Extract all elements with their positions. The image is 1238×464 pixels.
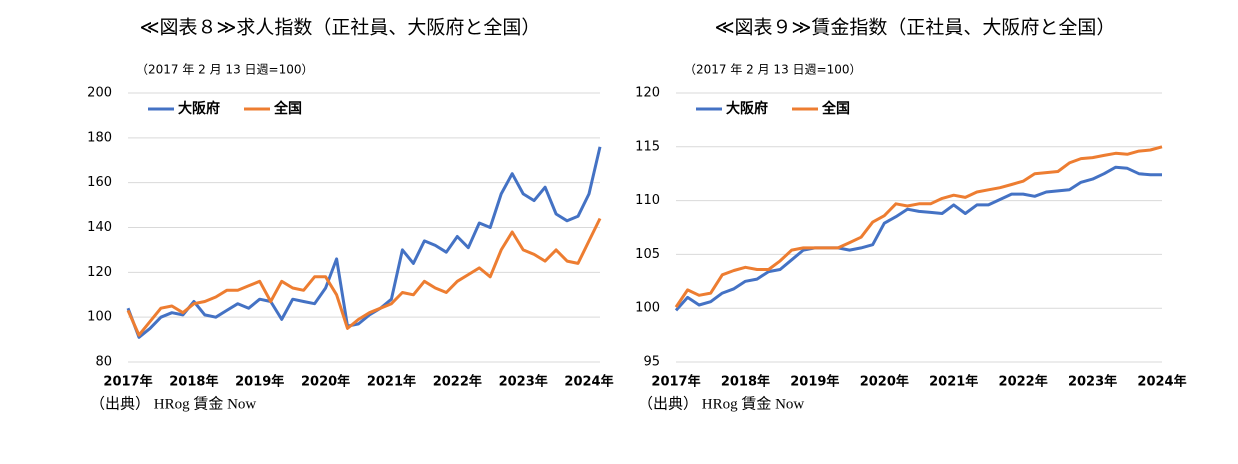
- y-tick-label: 95: [643, 355, 660, 370]
- x-tick-label: 2023年: [1068, 374, 1117, 390]
- data-line: [674, 145, 1163, 308]
- x-tick-label: 2022年: [433, 374, 482, 390]
- y-tick-label: 120: [635, 86, 660, 101]
- x-tick-label: 2018年: [721, 374, 770, 390]
- x-tick-label: 2020年: [860, 374, 909, 390]
- chart-title: ≪図表９≫賃金指数（正社員、大阪府と全国）: [715, 17, 1116, 39]
- source: （出典） HRog 賃金 Now: [90, 395, 256, 412]
- x-tick-label: 2024年: [1137, 374, 1186, 390]
- y-tick-label: 110: [635, 193, 660, 208]
- x-tick-label: 2024年: [564, 374, 613, 390]
- legend-label: 全国: [821, 100, 850, 117]
- y-tick-label: 115: [635, 139, 660, 154]
- data-line: [126, 217, 602, 337]
- chart-subtitle: （2017 年 2 月 13 日週=100）: [684, 63, 861, 77]
- y-tick-label: 105: [635, 247, 660, 262]
- chart-subtitle: （2017 年 2 月 13 日週=100）: [136, 63, 313, 77]
- x-tick-label: 2019年: [790, 374, 839, 390]
- y-tick-label: 140: [87, 220, 112, 235]
- x-tick-label: 2017年: [651, 374, 700, 390]
- x-tick-label: 2017年: [103, 374, 152, 390]
- x-tick-label: 2018年: [169, 374, 218, 390]
- data-line: [126, 146, 602, 339]
- x-tick-label: 2023年: [499, 374, 548, 390]
- x-tick-label: 2021年: [929, 374, 978, 390]
- y-tick-label: 120: [87, 265, 112, 280]
- legend-label: 全国: [273, 100, 302, 117]
- x-tick-label: 2022年: [999, 374, 1048, 390]
- chart-title: ≪図表８≫求人指数（正社員、大阪府と全国）: [140, 17, 541, 39]
- x-tick-label: 2021年: [367, 374, 416, 390]
- legend-label: 大阪府: [726, 100, 768, 117]
- y-tick-label: 100: [87, 310, 112, 325]
- y-tick-label: 160: [87, 175, 112, 190]
- x-tick-label: 2019年: [235, 374, 284, 390]
- data-line: [674, 165, 1162, 312]
- source: （出典） HRog 賃金 Now: [638, 395, 804, 412]
- y-tick-label: 80: [95, 355, 112, 370]
- y-tick-label: 180: [87, 130, 112, 145]
- legend-label: 大阪府: [178, 100, 220, 117]
- x-tick-label: 2020年: [301, 374, 350, 390]
- y-tick-label: 200: [87, 86, 112, 101]
- y-tick-label: 100: [635, 301, 660, 316]
